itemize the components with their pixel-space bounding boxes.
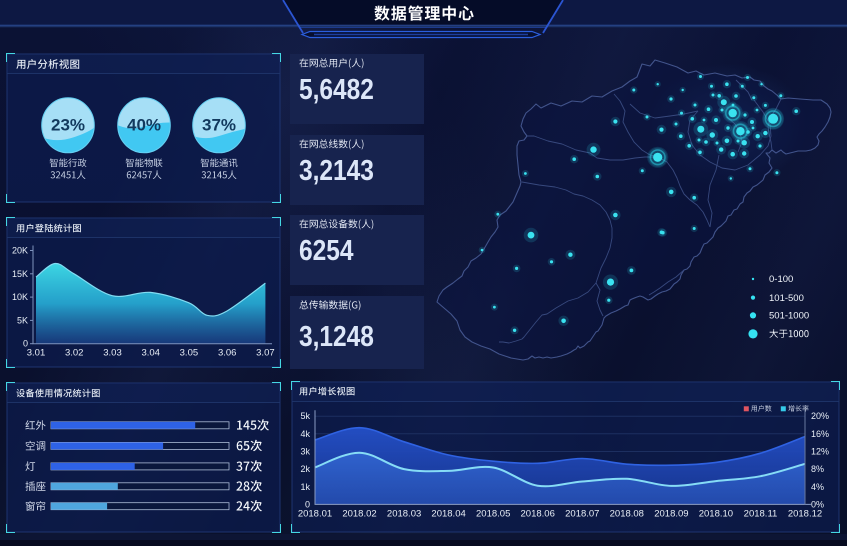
svg-text:12%: 12% [811, 447, 829, 457]
svg-text:2018.12: 2018.12 [788, 508, 822, 519]
svg-text:3.03: 3.03 [103, 348, 122, 359]
svg-text:20%: 20% [811, 411, 829, 421]
svg-text:5,6482: 5,6482 [299, 73, 374, 105]
svg-text:20K: 20K [12, 246, 28, 256]
svg-text:0: 0 [23, 339, 28, 349]
svg-text:37%: 37% [202, 115, 236, 134]
svg-text:15K: 15K [12, 269, 28, 279]
svg-text:3.07: 3.07 [256, 348, 275, 359]
svg-text:2018.04: 2018.04 [431, 508, 465, 519]
svg-text:101-500: 101-500 [769, 293, 804, 304]
svg-text:2018.05: 2018.05 [476, 508, 510, 519]
svg-text:0-100: 0-100 [769, 274, 793, 285]
svg-text:3.04: 3.04 [141, 348, 160, 359]
svg-text:3,1248: 3,1248 [299, 320, 374, 352]
svg-text:4k: 4k [300, 429, 310, 439]
svg-text:2018.03: 2018.03 [387, 508, 421, 519]
svg-text:2018.10: 2018.10 [699, 508, 733, 519]
svg-text:0: 0 [305, 499, 310, 509]
svg-text:3.05: 3.05 [180, 348, 199, 359]
svg-text:2018.02: 2018.02 [342, 508, 376, 519]
svg-text:23%: 23% [51, 115, 85, 134]
svg-text:6254: 6254 [299, 234, 354, 266]
svg-text:10K: 10K [12, 292, 28, 302]
svg-text:4%: 4% [811, 482, 824, 492]
svg-text:2018.06: 2018.06 [521, 508, 555, 519]
svg-text:2018.09: 2018.09 [654, 508, 688, 519]
svg-text:8%: 8% [811, 464, 824, 474]
svg-text:3.01: 3.01 [27, 348, 46, 359]
svg-text:2018.01: 2018.01 [298, 508, 332, 519]
svg-text:5k: 5k [300, 411, 310, 421]
svg-text:2018.11: 2018.11 [744, 508, 778, 519]
svg-text:3.02: 3.02 [65, 348, 84, 359]
svg-text:501-1000: 501-1000 [769, 311, 809, 322]
svg-text:40%: 40% [127, 115, 161, 134]
svg-text:16%: 16% [811, 429, 829, 439]
svg-text:3k: 3k [300, 447, 310, 457]
svg-text:0%: 0% [811, 499, 824, 509]
svg-text:2018.07: 2018.07 [565, 508, 599, 519]
svg-text:2k: 2k [300, 464, 310, 474]
svg-text:2018.08: 2018.08 [610, 508, 644, 519]
svg-text:1k: 1k [300, 482, 310, 492]
svg-text:3,2143: 3,2143 [299, 154, 374, 186]
svg-text:3.06: 3.06 [218, 348, 237, 359]
svg-text:5K: 5K [17, 315, 28, 325]
